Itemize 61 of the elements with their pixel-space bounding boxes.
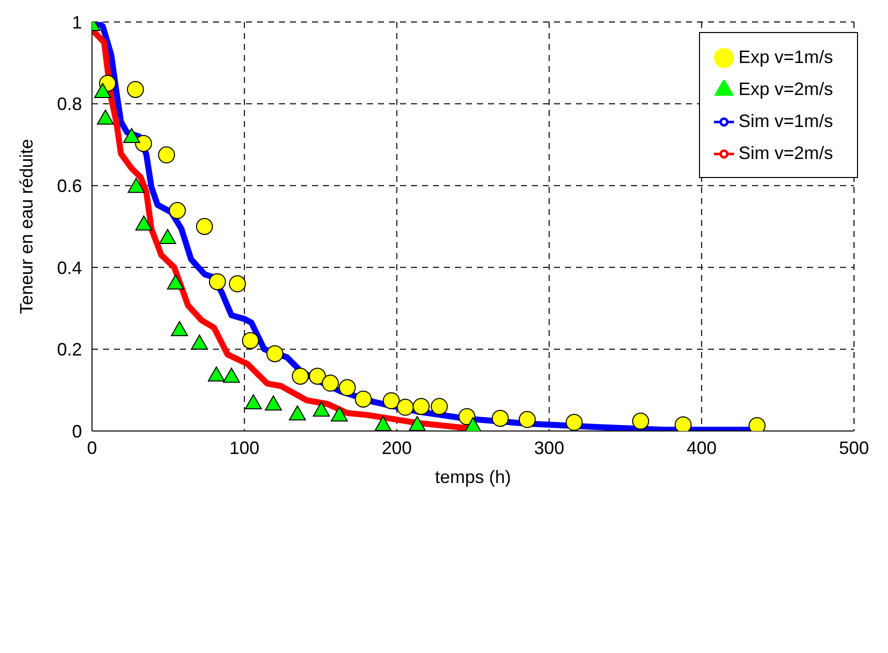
point: [518, 411, 536, 428]
point: [159, 229, 176, 244]
point: [458, 408, 476, 426]
point: [288, 405, 306, 420]
x-tick-label: 400: [686, 438, 717, 458]
y-axis-title: Teneur en eau réduite: [16, 138, 36, 314]
y-tick-label: 0.2: [56, 340, 82, 360]
point: [374, 416, 392, 431]
point: [126, 80, 144, 98]
y-tick-label: 1: [72, 12, 82, 32]
x-tick-label: 200: [382, 438, 412, 458]
legend-label: Sim v=2m/s: [738, 143, 833, 163]
point: [208, 273, 226, 290]
x-axis-title: temps (h): [434, 467, 512, 487]
point: [158, 146, 176, 164]
x-tick-label: 300: [534, 438, 564, 458]
point: [222, 368, 240, 383]
point: [242, 332, 259, 350]
point: [128, 178, 145, 193]
point: [170, 321, 188, 336]
point: [492, 410, 509, 427]
legend-label: Exp v=2m/s: [738, 79, 833, 99]
point: [266, 345, 284, 362]
y-tick-label: 0.4: [56, 258, 82, 278]
point: [244, 394, 262, 410]
point: [322, 374, 339, 392]
legend-label: Sim v=1m/s: [738, 111, 833, 131]
point: [264, 396, 282, 411]
point: [208, 366, 225, 382]
legend-label: Exp v=1m/s: [738, 47, 833, 67]
x-tick-label: 0: [86, 438, 98, 458]
point: [292, 368, 309, 385]
x-tick-label: 100: [229, 438, 260, 458]
point: [566, 414, 583, 431]
point: [674, 416, 692, 431]
point: [167, 274, 184, 290]
point: [308, 368, 326, 385]
point: [632, 412, 650, 430]
point: [135, 216, 152, 231]
point: [396, 398, 414, 416]
point: [196, 218, 213, 235]
point: [382, 392, 400, 410]
point: [312, 402, 330, 417]
point: [123, 128, 140, 144]
y-tick-label: 0.6: [56, 176, 82, 196]
point: [464, 417, 482, 431]
point: [338, 379, 356, 396]
point: [190, 334, 208, 350]
y-tick-label: 0.8: [56, 94, 82, 114]
point: [135, 134, 152, 152]
y-tick-label: 0: [72, 421, 82, 442]
point: [408, 416, 426, 431]
point: [168, 202, 186, 220]
point: [228, 275, 246, 292]
point: [430, 398, 448, 415]
point: [96, 110, 114, 125]
x-tick-label: 500: [838, 438, 870, 458]
point: [412, 398, 430, 415]
point: [94, 83, 112, 98]
point: [354, 390, 372, 408]
point: [330, 406, 348, 422]
